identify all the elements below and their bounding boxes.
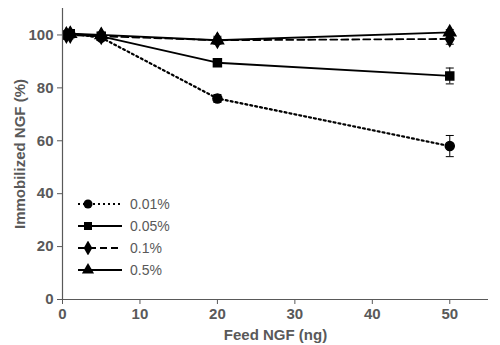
svg-text:40: 40 (364, 305, 381, 322)
html-text:0.01%: 0.01% (130, 196, 170, 212)
svg-text:20: 20 (209, 305, 226, 322)
html-text:0.05%: 0.05% (130, 218, 170, 234)
svg-text:30: 30 (287, 305, 304, 322)
svg-text:50: 50 (441, 305, 458, 322)
html-text:0.1%: 0.1% (130, 240, 162, 256)
svg-text:40: 40 (37, 184, 54, 201)
svg-text:20: 20 (37, 237, 54, 254)
svg-text:Immobilized NGF (%): Immobilized NGF (%) (11, 79, 28, 229)
svg-text:60: 60 (37, 132, 54, 149)
svg-text:80: 80 (37, 79, 54, 96)
svg-text:100: 100 (28, 26, 53, 43)
svg-text:0: 0 (58, 305, 66, 322)
svg-text:10: 10 (132, 305, 149, 322)
svg-text:0: 0 (45, 290, 53, 307)
svg-text:Feed NGF (ng): Feed NGF (ng) (224, 326, 327, 343)
html-text:0.5%: 0.5% (130, 262, 162, 278)
